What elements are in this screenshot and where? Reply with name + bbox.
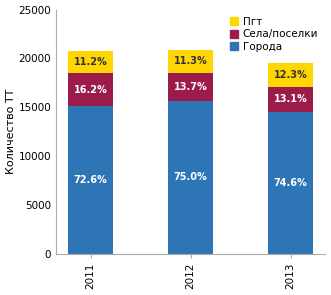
Bar — [68, 51, 113, 73]
Text: 75.0%: 75.0% — [174, 172, 208, 182]
Text: 12.3%: 12.3% — [274, 70, 307, 80]
Text: 13.1%: 13.1% — [274, 94, 307, 104]
Text: 16.2%: 16.2% — [74, 85, 108, 95]
Bar — [168, 73, 213, 101]
Bar — [68, 106, 113, 254]
Y-axis label: Количество ТТ: Количество ТТ — [6, 89, 16, 174]
Bar — [168, 101, 213, 254]
Text: 11.3%: 11.3% — [174, 56, 208, 66]
Bar — [168, 50, 213, 73]
Bar — [68, 73, 113, 106]
Bar — [268, 87, 313, 112]
Legend: Пгт, Села/поселки, Города: Пгт, Села/поселки, Города — [228, 15, 320, 54]
Bar — [268, 112, 313, 254]
Text: 13.7%: 13.7% — [174, 82, 208, 92]
Bar — [268, 63, 313, 87]
Text: 11.2%: 11.2% — [74, 57, 108, 67]
Text: 74.6%: 74.6% — [274, 178, 307, 188]
Text: 72.6%: 72.6% — [74, 175, 108, 185]
